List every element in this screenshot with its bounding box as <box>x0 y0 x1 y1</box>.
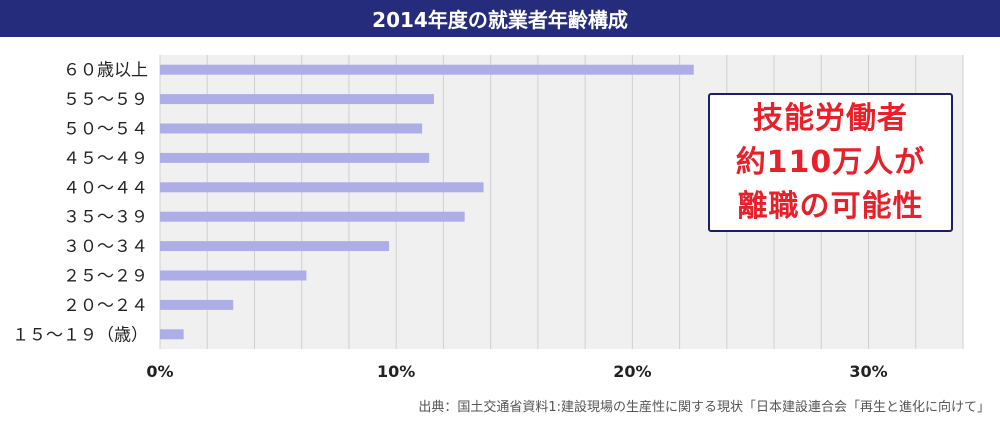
category-label: ３５～３９ <box>63 208 148 228</box>
category-label: ５０～５４ <box>63 120 148 140</box>
chart-title-bar: 2014年度の就業者年齢構成 <box>0 0 1000 37</box>
bar <box>160 123 423 134</box>
bar <box>160 94 434 105</box>
x-tick-label: 30% <box>849 362 887 381</box>
category-label: ２５～２９ <box>63 267 148 287</box>
bar <box>160 211 465 222</box>
category-label: ４５～４９ <box>63 149 148 169</box>
callout-line-3: 離職の可能性 <box>737 188 924 224</box>
bar <box>160 241 390 252</box>
callout-line-2: 約110万人が <box>735 144 926 180</box>
x-tick-label: 20% <box>613 362 651 381</box>
category-label: ４０～４４ <box>63 178 148 198</box>
category-label: １５～１９（歳） <box>12 325 148 345</box>
retirement-callout: 技能労働者 約110万人が 離職の可能性 <box>708 93 953 232</box>
bar <box>160 329 184 340</box>
category-label: ６０歳以上 <box>63 61 148 81</box>
x-tick-label: 0% <box>146 362 173 381</box>
bar <box>160 152 430 163</box>
bar <box>160 182 484 193</box>
x-tick-label: 10% <box>377 362 415 381</box>
source-note: 出典：国土交通省資料1:建設現場の生産性に関する現状「日本建設連合会「再生と進化… <box>418 400 990 415</box>
chart-title: 2014年度の就業者年齢構成 <box>372 8 628 32</box>
bar <box>160 64 694 75</box>
bar <box>160 299 234 310</box>
category-label: ３０～３４ <box>63 237 148 257</box>
callout-line-1: 技能労働者 <box>753 100 908 136</box>
bar <box>160 270 307 281</box>
category-label: ２０～２４ <box>63 296 148 316</box>
category-label: ５５～５９ <box>63 90 148 110</box>
